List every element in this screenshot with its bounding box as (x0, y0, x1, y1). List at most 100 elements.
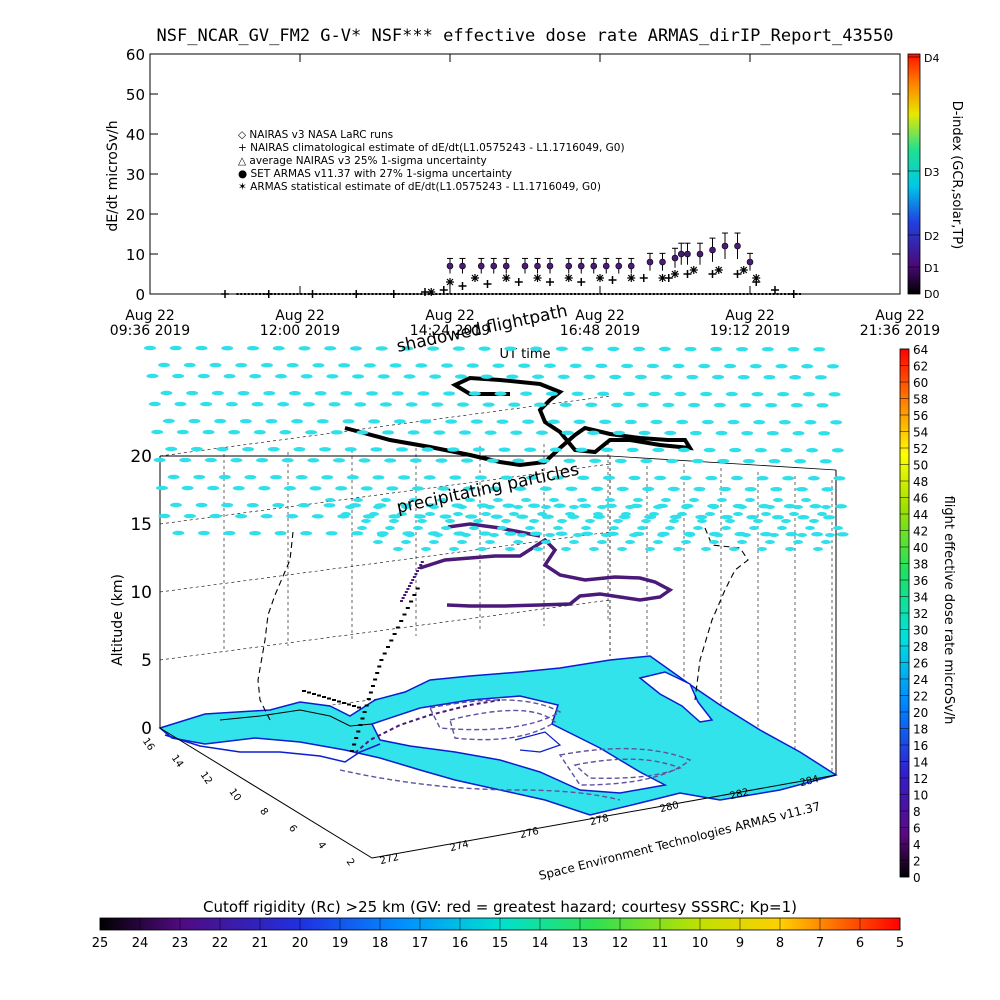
particle (785, 532, 798, 537)
armas-point (590, 262, 598, 270)
particle (836, 532, 849, 537)
dose-rate-label: 48 (913, 475, 928, 489)
particle (725, 519, 735, 523)
particle (195, 345, 208, 351)
particle (664, 430, 677, 436)
particle (512, 458, 525, 463)
particle (346, 475, 359, 480)
particle (595, 363, 608, 369)
x-tick-label: Aug 22 (725, 308, 775, 324)
particle (228, 429, 241, 435)
particle (272, 503, 285, 508)
nairas-climatological-point (639, 274, 648, 282)
baseline-point (465, 293, 468, 295)
particle (739, 402, 752, 408)
baseline-point (281, 293, 284, 295)
particle (617, 547, 627, 551)
particle (357, 526, 367, 530)
ascent-point (366, 698, 371, 700)
longitude-tick-label: 276 (519, 826, 540, 841)
baseline-point (581, 293, 584, 295)
latitude-tick-label: 8 (257, 806, 270, 818)
particle (260, 363, 273, 368)
particle (624, 419, 637, 425)
particle (581, 346, 594, 352)
baseline-point (304, 293, 306, 295)
particle (830, 420, 843, 425)
baseline-point (259, 293, 261, 295)
particle (506, 374, 519, 379)
particle (809, 519, 819, 523)
particle (685, 533, 695, 537)
particle (295, 475, 308, 480)
particle (597, 391, 610, 397)
ascent-point (358, 724, 363, 726)
armas-statistical-point (752, 274, 761, 282)
y-tick-label: 50 (126, 86, 145, 104)
particle (239, 418, 252, 424)
baseline-point (416, 293, 419, 295)
dose-rate-label: 50 (913, 459, 928, 473)
particle (742, 458, 755, 464)
particle (549, 498, 559, 502)
particle (429, 374, 442, 379)
particle (709, 540, 719, 544)
particle (645, 547, 655, 551)
baseline-point (574, 293, 576, 295)
particle (242, 446, 255, 452)
particle (746, 514, 759, 520)
particle (801, 498, 811, 502)
nairas-climatological-point (389, 290, 398, 298)
ascent-point (352, 705, 356, 707)
particle (382, 430, 395, 435)
particle (439, 514, 452, 519)
particle (813, 347, 826, 352)
particle (474, 475, 487, 480)
particle (435, 458, 448, 463)
particle (518, 363, 531, 368)
particle (386, 486, 399, 491)
nairas-climatological-point (546, 278, 554, 286)
particle (302, 402, 315, 407)
baseline-point (461, 293, 464, 295)
particle (307, 458, 320, 463)
baseline-point (619, 293, 621, 295)
dose-rate-label: 14 (913, 756, 928, 770)
particle (169, 345, 182, 351)
baseline-point (499, 293, 501, 295)
particle (710, 346, 723, 352)
peninsula-land (638, 671, 714, 723)
particle (789, 512, 799, 516)
armas-statistical-point (671, 270, 679, 278)
particle (433, 533, 443, 537)
baseline-point (292, 293, 295, 295)
particle (235, 362, 248, 368)
particle (328, 402, 341, 407)
particle (693, 526, 703, 530)
particle (156, 485, 168, 491)
legend-entry: ● SET ARMAS v11.37 with 27% 1-sigma unce… (238, 168, 512, 180)
armas-point (627, 262, 635, 270)
altitude-tick-label: 20 (130, 447, 152, 467)
particle (297, 503, 310, 508)
particle (211, 390, 224, 396)
particle (569, 363, 582, 368)
particle (421, 447, 434, 452)
particle (389, 519, 399, 523)
particle (573, 533, 583, 537)
armas-statistical-point (502, 274, 511, 282)
particle (628, 475, 641, 481)
dose-rate-label: 16 (913, 739, 928, 753)
particle (633, 498, 643, 502)
particle (291, 419, 304, 424)
baseline-point (412, 293, 415, 295)
baseline-point (439, 293, 441, 295)
particle (633, 346, 646, 352)
y-tick-label: 0 (135, 286, 145, 304)
particle (601, 447, 614, 453)
particle (585, 402, 598, 408)
baseline-point (525, 293, 528, 295)
particle (797, 515, 810, 520)
particle (833, 476, 846, 481)
dose-rate-colorbar-title: flight effective dose rate microSv/h (941, 496, 956, 725)
